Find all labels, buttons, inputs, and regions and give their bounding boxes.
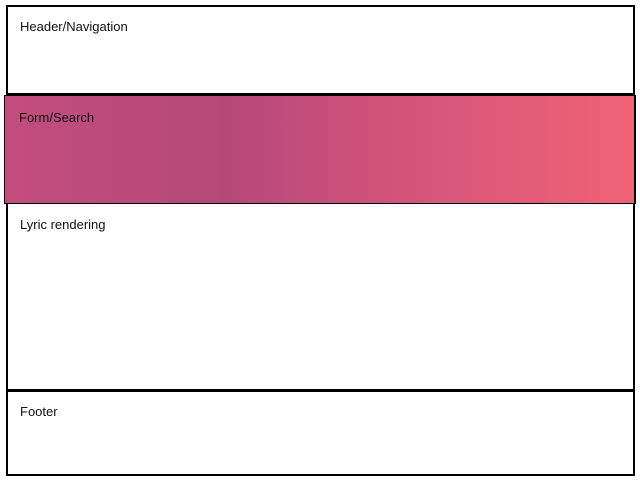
lyric-rendering-section: Lyric rendering <box>6 204 635 391</box>
form-search-label: Form/Search <box>19 110 95 125</box>
form-search-section: Form/Search <box>4 95 636 204</box>
footer-section: Footer <box>6 389 635 476</box>
lyric-rendering-label: Lyric rendering <box>20 217 106 232</box>
header-navigation-label: Header/Navigation <box>20 19 128 34</box>
header-navigation-section: Header/Navigation <box>6 5 635 95</box>
footer-label: Footer <box>20 404 58 419</box>
